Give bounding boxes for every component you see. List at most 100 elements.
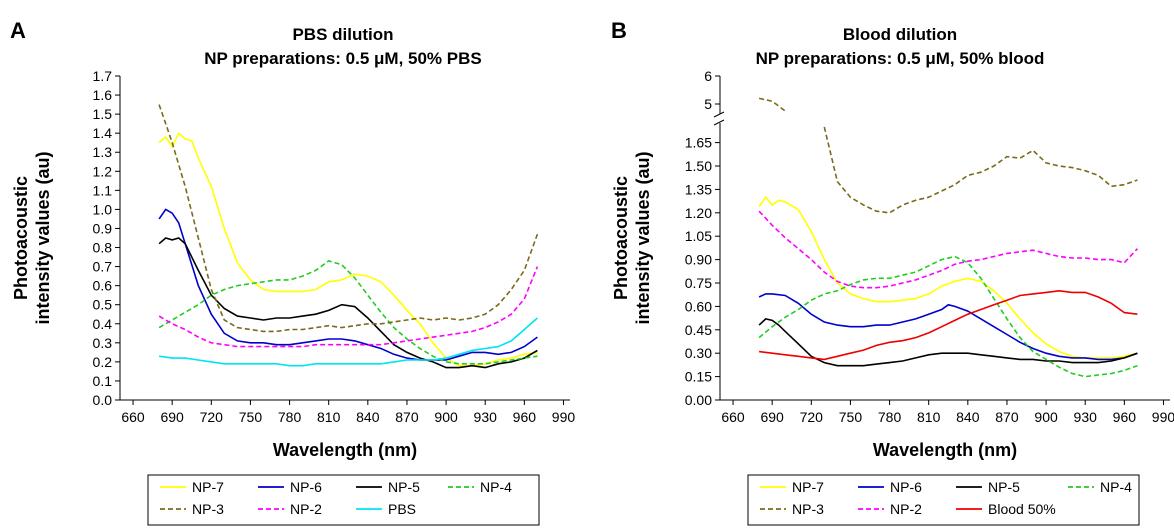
x-tick-label: 870 <box>995 409 1019 425</box>
panel-letter: A <box>10 18 26 43</box>
y-tick-label: 1.7 <box>93 68 113 84</box>
x-tick-label: 660 <box>121 409 145 425</box>
x-tick-label: 750 <box>239 409 263 425</box>
series-line-np-7 <box>758 195 1138 359</box>
y-tick-label: 1.3 <box>93 144 113 160</box>
legend-label: NP-6 <box>290 479 322 495</box>
y-tick-label: 0.1 <box>93 373 113 389</box>
y-axis-label-line2: intensity values (au) <box>33 151 53 324</box>
y-tick-label: 1.20 <box>685 205 712 221</box>
legend: NP-7 NP-6 NP-5 NP-4 NP-3 NP-2 Blood 50% <box>747 474 1140 526</box>
y-tick-label: 5 <box>704 96 712 112</box>
y-tick-label: 0.0 <box>93 392 113 408</box>
legend-label: NP-2 <box>890 501 922 517</box>
legend: NP-7 NP-6 NP-5 NP-4 NP-3 NP-2 PBS <box>147 474 540 526</box>
y-tick-label: 0.45 <box>685 322 712 338</box>
y-tick-label: 1.5 <box>93 106 113 122</box>
x-tick-label: 750 <box>839 409 863 425</box>
series-line-np-7 <box>158 131 538 367</box>
y-tick-label: 1.6 <box>93 87 113 103</box>
series-line-blood-50 <box>759 289 1138 361</box>
legend-label: NP-3 <box>192 501 224 517</box>
legend-label: PBS <box>388 501 416 517</box>
chart-title: Blood dilution <box>843 25 957 44</box>
series-line-np-2 <box>158 266 539 348</box>
x-tick-label: 960 <box>1113 409 1137 425</box>
x-tick-label: 720 <box>200 409 224 425</box>
y-tick-label: 1.0 <box>93 201 113 217</box>
x-tick-label: 870 <box>395 409 419 425</box>
x-tick-label: 660 <box>721 409 745 425</box>
series-line-np-3 <box>823 126 1138 214</box>
x-tick-label: 780 <box>878 409 902 425</box>
y-axis-label-line2: intensity values (au) <box>633 151 653 324</box>
legend-label: NP-2 <box>290 501 322 517</box>
series-line-np-3 <box>758 97 786 112</box>
y-tick-label: 0.75 <box>685 275 712 291</box>
legend-label: NP-3 <box>792 501 824 517</box>
axis-break-mark <box>713 119 725 126</box>
y-axis-label-line1: Photoacoustic <box>11 176 31 300</box>
y-tick-label: 0.30 <box>685 345 712 361</box>
y-tick-label: 1.1 <box>93 182 113 198</box>
x-axis-label: Wavelength (nm) <box>273 440 417 460</box>
legend-label: Blood 50% <box>988 501 1056 517</box>
y-tick-label: 0.90 <box>685 252 712 268</box>
chart-panel-b: B Blood dilution NP preparations: 0.5 μM, … <box>611 18 1174 526</box>
y-tick-label: 0.5 <box>93 297 113 313</box>
y-tick-label: 1.35 <box>685 181 712 197</box>
x-tick-label: 690 <box>760 409 784 425</box>
y-tick-label: 1.2 <box>93 163 113 179</box>
x-tick-label: 960 <box>513 409 537 425</box>
series-line-np-6 <box>158 208 538 361</box>
y-tick-label: 0.3 <box>93 335 113 351</box>
legend-box <box>747 474 1140 526</box>
legend-label: NP-6 <box>890 479 922 495</box>
chart-panel-a: A PBS dilution NP preparations: 0.5 μM, 50… <box>10 18 576 526</box>
x-tick-label: 930 <box>1074 409 1098 425</box>
x-axis-label: Wavelength (nm) <box>873 440 1017 460</box>
x-tick-label: 840 <box>356 409 380 425</box>
y-tick-label: 0.15 <box>685 369 712 385</box>
y-tick-label: 1.4 <box>93 125 113 141</box>
y-tick-label: 0.6 <box>93 278 113 294</box>
x-tick-label: 990 <box>1152 409 1174 425</box>
x-tick-label: 900 <box>1034 409 1058 425</box>
series-line-pbs <box>158 317 538 367</box>
legend-label: NP-4 <box>1100 479 1132 495</box>
panel-letter: B <box>611 18 627 43</box>
x-tick-label: 720 <box>800 409 824 425</box>
x-tick-label: 810 <box>917 409 941 425</box>
series-line-np-4 <box>158 260 538 365</box>
series-line-np-5 <box>158 237 538 369</box>
x-tick-label: 690 <box>160 409 184 425</box>
y-axis-label-line1: Photoacoustic <box>611 176 631 300</box>
legend-box <box>147 474 540 526</box>
x-tick-label: 990 <box>552 409 576 425</box>
y-tick-label: 1.65 <box>685 135 712 151</box>
series-line-np-4 <box>758 255 1138 378</box>
legend-label: NP-4 <box>480 479 512 495</box>
legend-label: NP-7 <box>792 479 824 495</box>
x-tick-label: 900 <box>434 409 458 425</box>
y-tick-label: 0.2 <box>93 354 113 370</box>
chart-title: PBS dilution <box>292 25 393 44</box>
axis-break-mark <box>713 111 725 118</box>
chart-subtitle: NP preparations: 0.5 μM, 50% PBS <box>204 49 481 68</box>
y-tick-label: 1.50 <box>685 158 712 174</box>
x-tick-label: 810 <box>317 409 341 425</box>
y-tick-label: 6 <box>704 68 712 84</box>
y-tick-label: 0.8 <box>93 240 113 256</box>
x-tick-label: 930 <box>474 409 498 425</box>
legend-label: NP-5 <box>988 479 1020 495</box>
series-line-np-2 <box>758 210 1138 289</box>
series-line-np-3 <box>158 104 539 333</box>
chart-subtitle: NP preparations: 0.5 μM, 50% blood <box>756 49 1045 68</box>
y-tick-label: 0.60 <box>685 298 712 314</box>
legend-label: NP-5 <box>388 479 420 495</box>
y-tick-label: 0.7 <box>93 259 113 275</box>
x-tick-label: 780 <box>278 409 302 425</box>
series-line-np-5 <box>758 318 1138 367</box>
y-tick-label: 0.00 <box>685 392 712 408</box>
